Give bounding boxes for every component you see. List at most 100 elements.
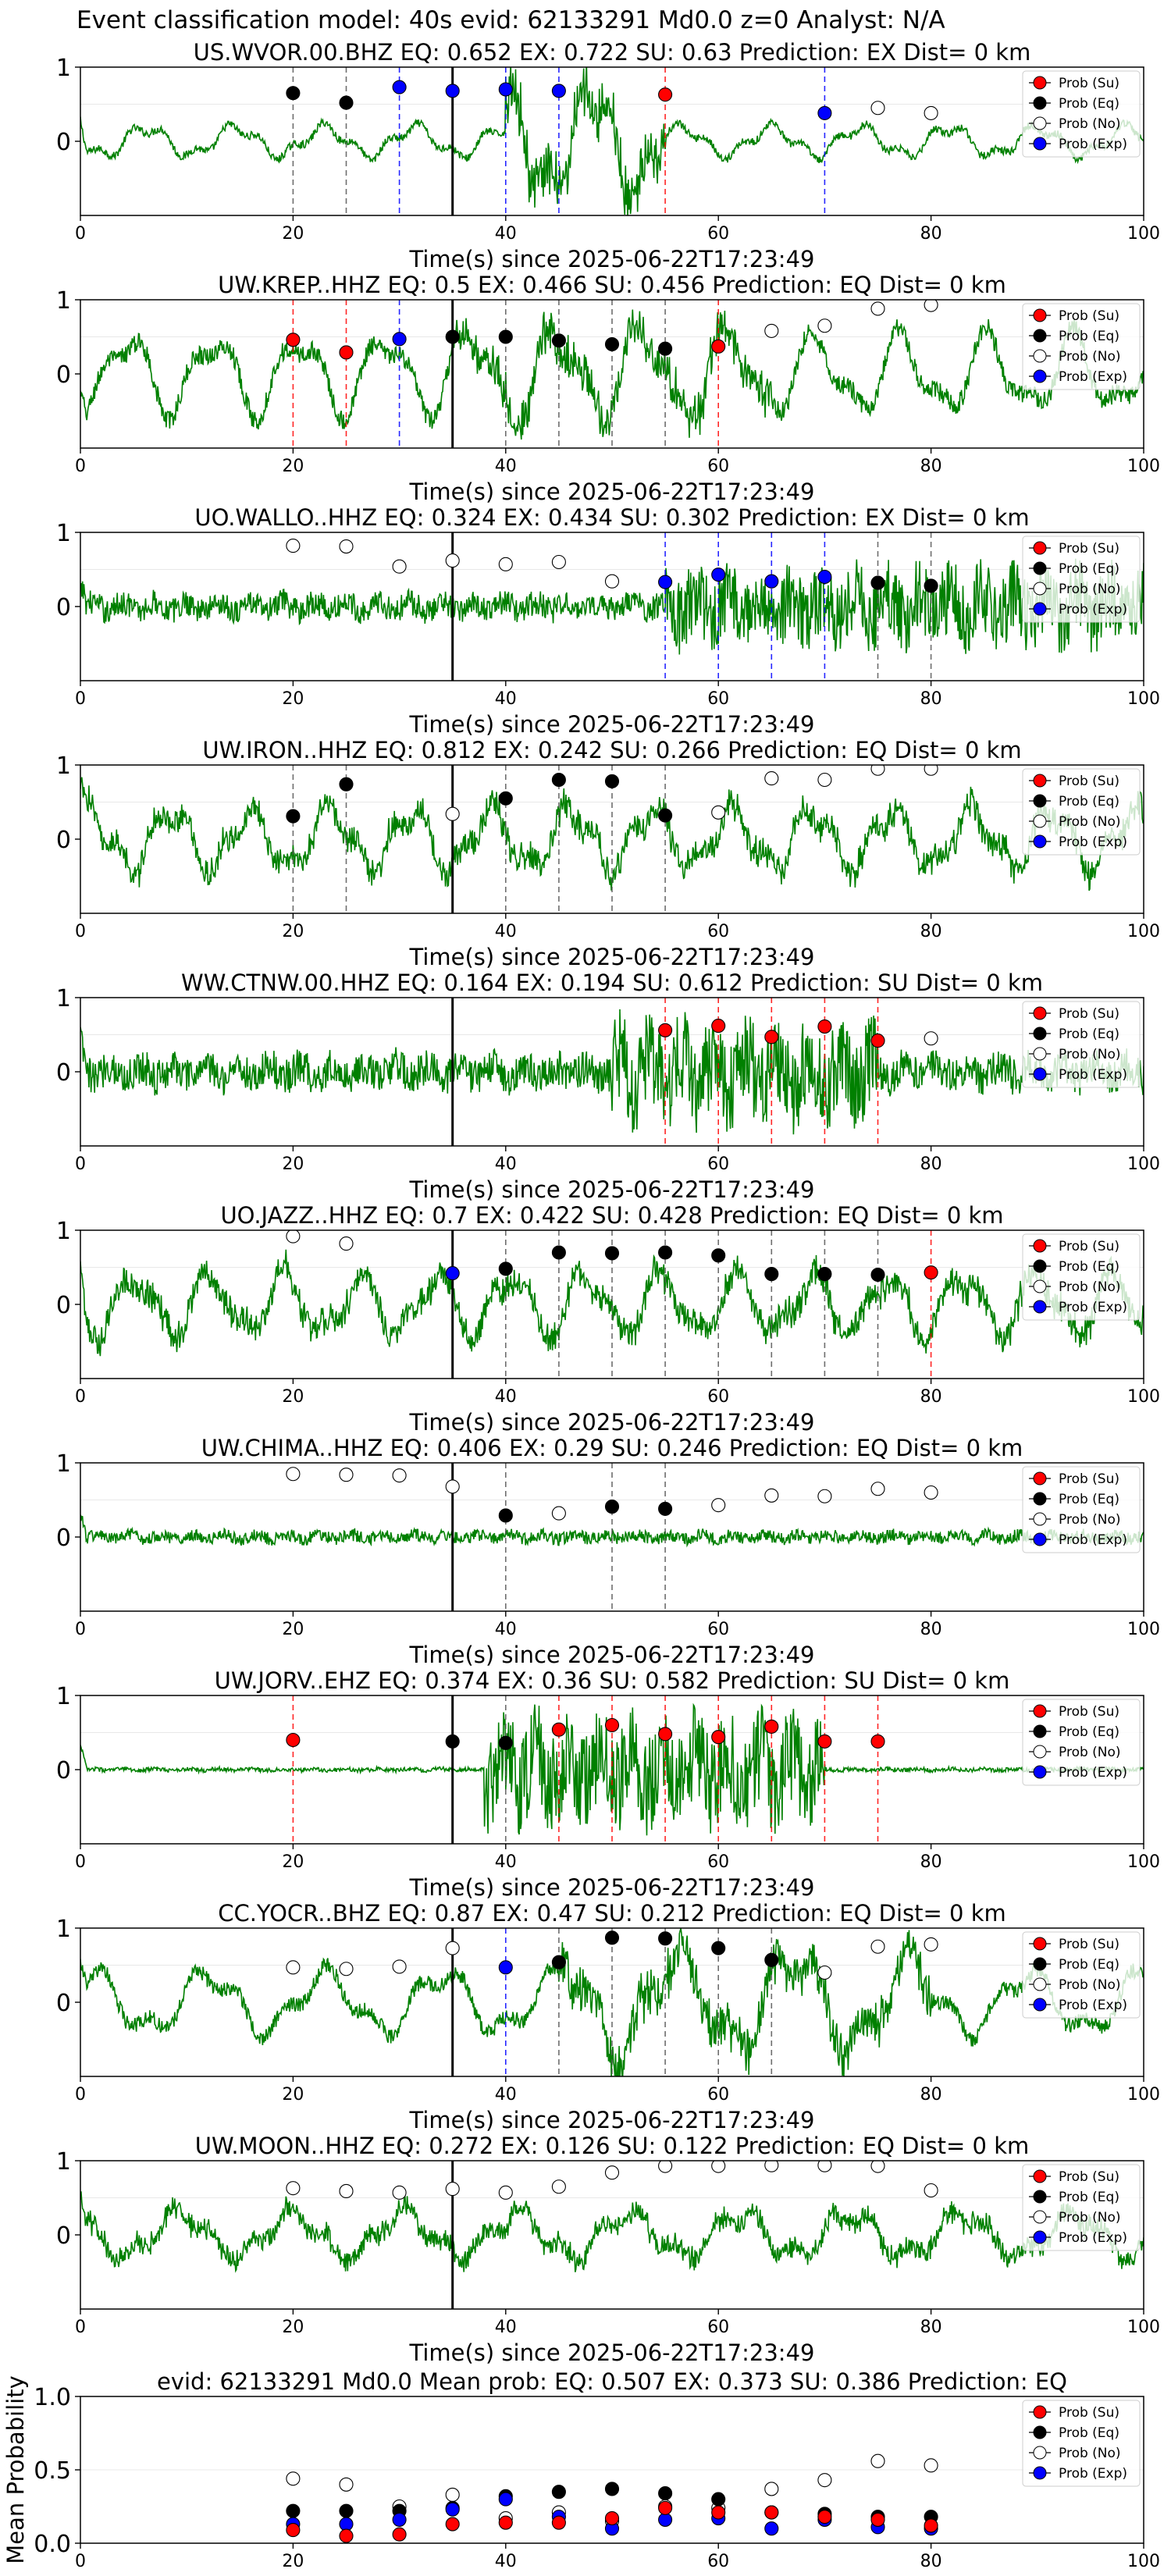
- x-tick-label: 100: [1127, 922, 1160, 941]
- legend-marker-eq: [1033, 794, 1047, 808]
- x-tick-label: 20: [282, 1155, 304, 1174]
- x-axis-label: Time(s) since 2025-06-22T17:23:49: [409, 2339, 815, 2366]
- prob-marker-exp: [445, 1266, 460, 1281]
- prob-marker-no: [498, 557, 513, 571]
- plot-area: [286, 2453, 938, 2543]
- x-tick-label: 80: [920, 2552, 942, 2571]
- x-tick-label: 20: [282, 2552, 304, 2571]
- x-tick-label: 60: [707, 457, 729, 476]
- prob-marker-exp: [551, 84, 566, 98]
- legend-label: Prob (No): [1059, 582, 1121, 597]
- y-tick-label: 1: [56, 520, 71, 547]
- prob-marker-no: [870, 301, 885, 316]
- prob-marker-no: [392, 1468, 407, 1483]
- prob-marker-exp: [817, 105, 832, 120]
- prob-marker-eq: [764, 1952, 779, 1967]
- legend-label: Prob (Exp): [1059, 2466, 1127, 2482]
- x-tick-label: 0: [75, 2085, 86, 2105]
- legend-marker-no: [1033, 814, 1047, 828]
- x-tick-label: 20: [282, 2085, 304, 2105]
- mean-prob-marker-su: [445, 2517, 460, 2532]
- prob-marker-eq: [498, 1261, 513, 1276]
- x-tick-label: 60: [707, 689, 729, 709]
- legend-marker-exp: [1033, 2466, 1047, 2480]
- x-tick-label: 0: [75, 689, 86, 709]
- legend-label: Prob (Eq): [1059, 1724, 1119, 1740]
- legend-label: Prob (Exp): [1059, 1300, 1127, 1315]
- x-tick-label: 0: [75, 2552, 86, 2571]
- x-tick-label: 100: [1127, 1155, 1160, 1174]
- prob-marker-su: [924, 1265, 938, 1280]
- prob-marker-eq: [870, 1267, 885, 1283]
- prob-marker-no: [924, 1937, 938, 1952]
- mean-prob-marker-su: [286, 2523, 301, 2538]
- mean-prob-marker-exp: [392, 2512, 407, 2527]
- prob-marker-su: [711, 1730, 726, 1745]
- x-axis-label: Time(s) since 2025-06-22T17:23:49: [409, 2107, 815, 2133]
- panel-title: UW.MOON..HHZ EQ: 0.272 EX: 0.126 SU: 0.1…: [195, 2133, 1029, 2159]
- x-tick-label: 100: [1127, 457, 1160, 476]
- mean-prob-marker-su: [764, 2505, 779, 2520]
- x-tick-label: 80: [920, 922, 942, 941]
- axes-frame: [80, 2160, 1144, 2310]
- plot-area: [80, 532, 1144, 681]
- x-tick-label: 100: [1127, 2552, 1160, 2571]
- x-tick-label: 100: [1127, 2318, 1160, 2337]
- x-tick-label: 80: [920, 1387, 942, 1407]
- prob-marker-exp: [392, 80, 407, 94]
- legend-marker-no: [1033, 1512, 1047, 1526]
- prob-marker-eq: [498, 329, 513, 344]
- prob-marker-no: [604, 2165, 620, 2180]
- plot-area: [80, 300, 1144, 448]
- legend-marker-eq: [1033, 561, 1047, 575]
- y-tick-label: 0: [56, 1525, 71, 1552]
- panel-title: WW.CTNW.00.HHZ EQ: 0.164 EX: 0.194 SU: 0…: [181, 970, 1043, 996]
- prob-marker-no: [658, 2161, 673, 2173]
- x-tick-label: 20: [282, 1620, 304, 1639]
- prob-marker-eq: [604, 336, 620, 352]
- legend-marker-su: [1033, 76, 1047, 90]
- prob-marker-eq: [286, 86, 301, 101]
- legend-marker-no: [1033, 1745, 1047, 1759]
- plot-area: [80, 1230, 1144, 1379]
- legend-marker-eq: [1033, 1957, 1047, 1971]
- mean-prob-marker-eq: [551, 2485, 566, 2500]
- prob-marker-eq: [498, 1735, 513, 1750]
- mean-prob-marker-eq: [339, 2503, 354, 2518]
- y-tick-label: 1: [56, 1218, 71, 1245]
- y-tick-label: 0: [56, 1757, 71, 1784]
- prob-marker-su: [551, 1722, 566, 1737]
- prob-marker-su: [604, 1717, 620, 1733]
- prob-marker-exp: [498, 1960, 513, 1975]
- legend-marker-su: [1033, 308, 1047, 322]
- y-tick-label: 0: [56, 1059, 71, 1087]
- plot-area: [80, 765, 1144, 913]
- legend-box: [1022, 1233, 1141, 1321]
- legend-marker-exp: [1033, 137, 1047, 151]
- mean-prob-marker-exp: [498, 2492, 513, 2507]
- waveform-trace: [80, 1703, 1144, 1836]
- plot-area: [80, 998, 1144, 1146]
- y-tick-label: 1: [56, 287, 71, 315]
- panel-title: evid: 62133291 Md0.0 Mean prob: EQ: 0.50…: [157, 2368, 1067, 2395]
- x-tick-label: 40: [495, 922, 517, 941]
- legend-label: Prob (No): [1059, 1512, 1121, 1528]
- panel-0: US.WVOR.00.BHZ EQ: 0.652 EX: 0.722 SU: 0…: [56, 39, 1160, 272]
- mean-prob-marker-exp: [445, 2502, 460, 2517]
- x-tick-label: 40: [495, 1155, 517, 1174]
- legend-marker-su: [1033, 2405, 1047, 2419]
- mean-prob-marker-no: [445, 2487, 460, 2503]
- panel-title: UO.JAZZ..HHZ EQ: 0.7 EX: 0.422 SU: 0.428…: [220, 1202, 1003, 1229]
- legend-label: Prob (Su): [1059, 774, 1119, 789]
- prob-marker-exp: [817, 569, 832, 585]
- legend-label: Prob (Exp): [1059, 137, 1127, 152]
- mean-prob-marker-eq: [711, 2492, 726, 2507]
- panel-4: WW.CTNW.00.HHZ EQ: 0.164 EX: 0.194 SU: 0…: [56, 970, 1160, 1203]
- waveform-trace: [80, 1514, 1144, 1548]
- prob-marker-no: [817, 2161, 832, 2172]
- legend-marker-eq: [1033, 1026, 1047, 1041]
- x-axis-label: Time(s) since 2025-06-22T17:23:49: [409, 944, 815, 970]
- prob-marker-no: [924, 2183, 938, 2198]
- legend-marker-eq: [1033, 1492, 1047, 1506]
- y-tick-label: 0: [56, 1292, 71, 1319]
